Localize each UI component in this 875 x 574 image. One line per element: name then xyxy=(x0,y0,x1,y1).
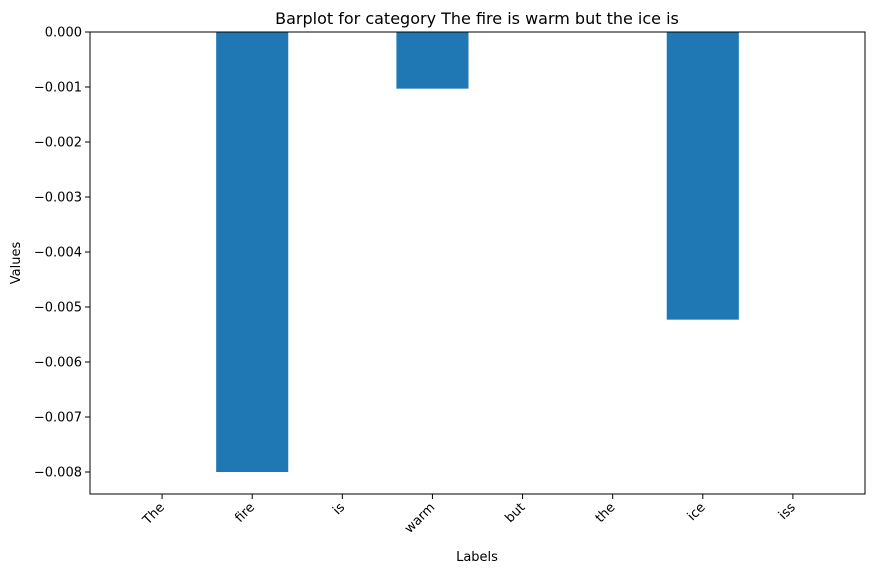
y-tick-label: −0.008 xyxy=(34,466,82,481)
y-tick-label: −0.005 xyxy=(34,301,82,316)
y-tick-label: −0.006 xyxy=(34,356,82,371)
x-axis-title: Labels xyxy=(456,550,498,565)
x-tick-label-but: but xyxy=(503,500,529,526)
bar-warm xyxy=(396,32,469,89)
y-tick-label: −0.001 xyxy=(34,81,82,96)
y-tick-label: −0.007 xyxy=(34,411,82,426)
x-tick-label-is: is xyxy=(330,500,348,518)
x-tick-label-iss: iss xyxy=(776,500,799,523)
x-tick-label-the: The xyxy=(140,500,168,528)
bars-group xyxy=(216,32,739,472)
y-axis: 0.000 −0.001 −0.002 −0.003 −0.004 −0.005 −0.00… xyxy=(34,26,90,481)
y-tick-label: −0.004 xyxy=(34,246,82,261)
bar-ice xyxy=(666,32,739,320)
x-tick-label-fire: fire xyxy=(232,500,258,526)
x-tick-label-warm: warm xyxy=(402,500,438,536)
bar-fire xyxy=(216,32,289,472)
x-tick-label-ice: ice xyxy=(685,500,709,524)
x-tick-label-the: the xyxy=(593,500,619,526)
x-axis: The fire is warm but the ice iss xyxy=(140,494,799,537)
y-axis-title: Values xyxy=(9,242,24,285)
y-tick-label: 0.000 xyxy=(45,26,82,41)
plot-frame xyxy=(89,31,866,495)
y-tick-label: −0.002 xyxy=(34,136,82,151)
y-tick-label: −0.003 xyxy=(34,191,82,206)
chart-title: Barplot for category The fire is warm bu… xyxy=(275,9,679,28)
